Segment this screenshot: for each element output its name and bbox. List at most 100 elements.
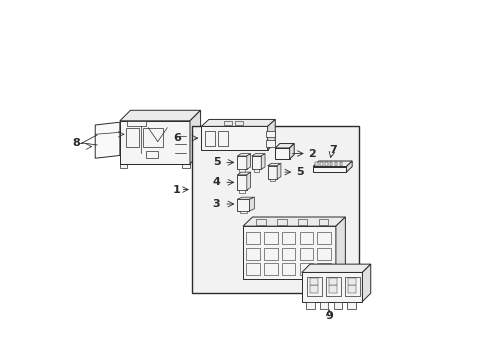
Bar (307, 276, 321, 296)
Bar (265, 140, 275, 147)
Bar (253, 169, 259, 172)
Bar (218, 131, 227, 146)
Bar (345, 276, 359, 296)
Bar (317, 264, 330, 275)
Bar (333, 302, 341, 309)
Polygon shape (243, 226, 335, 279)
Bar (191, 126, 358, 293)
Polygon shape (261, 154, 264, 169)
Bar (324, 162, 327, 166)
Bar (299, 248, 312, 260)
Polygon shape (335, 217, 345, 279)
Polygon shape (251, 154, 264, 156)
Bar (318, 219, 327, 225)
Text: 9: 9 (325, 311, 332, 321)
Polygon shape (237, 197, 254, 199)
Text: 6: 6 (172, 133, 180, 143)
Polygon shape (251, 156, 261, 169)
Polygon shape (237, 199, 249, 211)
Polygon shape (237, 154, 250, 156)
Polygon shape (127, 121, 146, 126)
Text: 2: 2 (308, 149, 316, 158)
Polygon shape (237, 175, 246, 190)
Polygon shape (201, 120, 275, 126)
Text: 8: 8 (72, 138, 80, 148)
Bar (256, 219, 265, 225)
Text: 5: 5 (212, 157, 220, 167)
Polygon shape (312, 167, 346, 172)
Bar (264, 248, 277, 260)
Polygon shape (267, 163, 280, 166)
Bar (346, 302, 355, 309)
Polygon shape (346, 161, 351, 172)
Bar (264, 232, 277, 244)
Bar (299, 232, 312, 244)
Bar (239, 211, 246, 213)
Text: 7: 7 (329, 145, 337, 155)
Polygon shape (189, 110, 200, 164)
Bar (319, 162, 322, 166)
Bar (317, 248, 330, 260)
Text: 3: 3 (212, 199, 220, 209)
Bar (281, 232, 295, 244)
Bar (299, 264, 312, 275)
Bar (339, 162, 342, 166)
Bar (265, 131, 275, 138)
Bar (281, 264, 295, 275)
Polygon shape (246, 172, 250, 190)
Polygon shape (249, 197, 254, 211)
Bar (245, 264, 259, 275)
Bar (329, 284, 337, 293)
Bar (329, 278, 337, 285)
Bar (245, 248, 259, 260)
Bar (305, 302, 314, 309)
Polygon shape (120, 121, 189, 164)
Bar (239, 169, 244, 172)
Text: 1: 1 (172, 185, 180, 194)
Polygon shape (267, 120, 275, 150)
Polygon shape (243, 217, 345, 226)
Bar (235, 121, 243, 125)
Polygon shape (182, 164, 189, 168)
Polygon shape (120, 110, 200, 121)
Polygon shape (120, 164, 127, 168)
Polygon shape (267, 166, 277, 179)
Polygon shape (301, 273, 362, 302)
Bar (269, 179, 275, 181)
Polygon shape (362, 264, 370, 302)
Polygon shape (95, 122, 120, 158)
Polygon shape (312, 161, 351, 167)
Bar (317, 232, 330, 244)
Bar (310, 278, 318, 285)
Polygon shape (289, 144, 294, 159)
Polygon shape (275, 148, 289, 159)
Bar (347, 284, 356, 293)
Bar (329, 162, 332, 166)
Polygon shape (301, 264, 370, 273)
Bar (245, 232, 259, 244)
Bar (334, 162, 337, 166)
Bar (146, 151, 158, 158)
Bar (205, 131, 214, 146)
Polygon shape (201, 126, 267, 150)
Text: 5: 5 (295, 167, 303, 177)
Bar (326, 276, 340, 296)
Bar (319, 302, 327, 309)
Polygon shape (237, 156, 246, 169)
Bar (239, 190, 244, 193)
Text: 4: 4 (212, 177, 220, 187)
Bar (264, 264, 277, 275)
Bar (281, 248, 295, 260)
Polygon shape (275, 144, 294, 148)
Polygon shape (237, 172, 250, 175)
Bar (224, 121, 231, 125)
Polygon shape (277, 163, 280, 179)
Bar (142, 128, 163, 147)
Bar (314, 162, 317, 166)
Polygon shape (246, 154, 250, 169)
Bar (297, 219, 307, 225)
Bar (125, 128, 139, 147)
Bar (277, 219, 286, 225)
Bar (347, 278, 356, 285)
Bar (310, 284, 318, 293)
